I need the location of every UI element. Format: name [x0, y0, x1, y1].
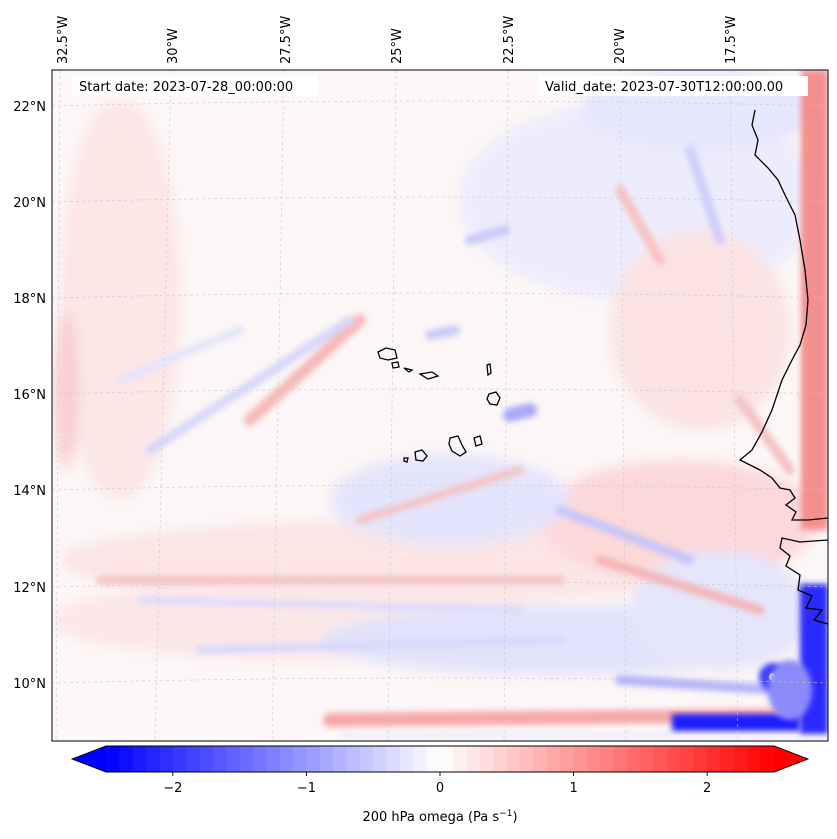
colorbar-tick-label: −2	[163, 781, 182, 796]
colorbar-extend-min	[72, 746, 106, 772]
cape-verde-islands	[377, 347, 501, 463]
colorbar-segment	[146, 746, 161, 772]
map-frame	[51, 69, 829, 742]
colorbar-segment	[399, 746, 414, 772]
lat-tick: 14°N	[13, 484, 46, 499]
colorbar-segment	[226, 746, 241, 772]
colorbar-segment	[707, 746, 722, 772]
colorbar-segment	[333, 746, 348, 772]
colorbar-segment	[319, 746, 334, 772]
colorbar-segment	[440, 746, 454, 772]
colorbar-segment	[186, 746, 201, 772]
colorbar-segment	[252, 746, 267, 772]
map-gridlines	[52, 70, 828, 741]
colorbar-outline	[70, 745, 810, 773]
colorbar-label: 200 hPa omega (Pa s−1)	[362, 809, 517, 825]
colorbar-segment	[520, 746, 535, 772]
africa-coastline	[738, 109, 828, 625]
colorbar-segment	[293, 746, 307, 772]
colorbar-segment	[132, 746, 147, 772]
valid-date-box	[538, 76, 808, 96]
lat-tick: 22°N	[13, 100, 46, 115]
colorbar-tick-label: −1	[297, 781, 316, 796]
lat-tick: 12°N	[13, 581, 46, 596]
colorbar-segment	[346, 746, 361, 772]
map-panel: Start date: 2023-07-28_00:00:00 Valid_da…	[51, 69, 829, 742]
colorbar: −2 −1 0 1 2 200 hPa omega (Pa s−1)	[70, 745, 810, 825]
colorbar-segment	[720, 746, 735, 772]
colorbar-segment	[373, 746, 388, 772]
colorbar-tick-label: 2	[703, 781, 711, 796]
lon-tick: 17.5°W	[724, 16, 739, 64]
colorbar-extend-max	[774, 746, 808, 772]
lon-tick: 22.5°W	[502, 16, 517, 64]
colorbar-segment	[533, 746, 548, 772]
lat-tick: 18°N	[13, 292, 46, 307]
colorbar-label-unit: −1	[499, 809, 512, 819]
colorbar-segment	[586, 746, 601, 772]
colorbar-segment	[613, 746, 628, 772]
colorbar-segment	[640, 746, 655, 772]
colorbar-segment	[760, 746, 775, 772]
colorbar-segment	[212, 746, 227, 772]
colorbar-segment	[506, 746, 521, 772]
lat-tick: 16°N	[13, 388, 46, 403]
colorbar-segment	[693, 746, 708, 772]
colorbar-segment	[159, 746, 174, 772]
colorbar-segment	[266, 746, 281, 772]
latitude-tick-labels: 22°N 20°N 18°N 16°N 14°N 12°N 10°N	[13, 100, 46, 692]
lon-tick: 30°W	[166, 28, 181, 64]
colorbar-segment	[733, 746, 748, 772]
colorbar-segment	[573, 746, 588, 772]
colorbar-segment	[172, 746, 187, 772]
colorbar-segment	[680, 746, 695, 772]
colorbar-tick-label: 0	[436, 781, 444, 796]
lon-tick: 25°W	[390, 28, 405, 64]
colorbar-segment	[480, 746, 495, 772]
start-date-label: Start date: 2023-07-28_00:00:00	[79, 80, 293, 95]
colorbar-segment	[453, 746, 468, 772]
lat-tick: 10°N	[13, 677, 46, 692]
colorbar-segment	[386, 746, 401, 772]
colorbar-segment	[239, 746, 254, 772]
colorbar-segment	[600, 746, 615, 772]
lon-tick: 20°W	[613, 28, 628, 64]
colorbar-segment	[653, 746, 668, 772]
lon-tick: 32.5°W	[56, 16, 71, 64]
colorbar-segment	[199, 746, 214, 772]
colorbar-tick-label: 1	[569, 781, 577, 796]
omega-field	[52, 70, 828, 741]
colorbar-segment	[747, 746, 762, 772]
colorbar-segment	[546, 746, 561, 772]
colorbar-segment	[493, 746, 508, 772]
lon-tick: 27.5°W	[279, 16, 294, 64]
colorbar-segment	[667, 746, 682, 772]
colorbar-segment	[119, 746, 134, 772]
colorbar-segments	[72, 746, 808, 772]
colorbar-ticks: −2 −1 0 1 2	[163, 772, 711, 796]
colorbar-segment	[106, 746, 120, 772]
colorbar-segment	[627, 746, 641, 772]
colorbar-label-main: 200 hPa omega (Pa s	[362, 810, 499, 825]
colorbar-segment	[279, 746, 294, 772]
colorbar-segment	[426, 746, 441, 772]
colorbar-segment	[359, 746, 374, 772]
valid-date-label: Valid_date: 2023-07-30T12:00:00.00	[545, 80, 783, 95]
lat-tick: 20°N	[13, 196, 46, 211]
longitude-tick-labels: 32.5°W 30°W 27.5°W 25°W 22.5°W 20°W 17.5…	[56, 16, 739, 64]
colorbar-label-close: )	[512, 810, 517, 825]
colorbar-segment	[560, 746, 575, 772]
colorbar-segment	[466, 746, 481, 772]
start-date-box	[72, 76, 318, 96]
colorbar-segment	[413, 746, 428, 772]
colorbar-segment	[306, 746, 321, 772]
